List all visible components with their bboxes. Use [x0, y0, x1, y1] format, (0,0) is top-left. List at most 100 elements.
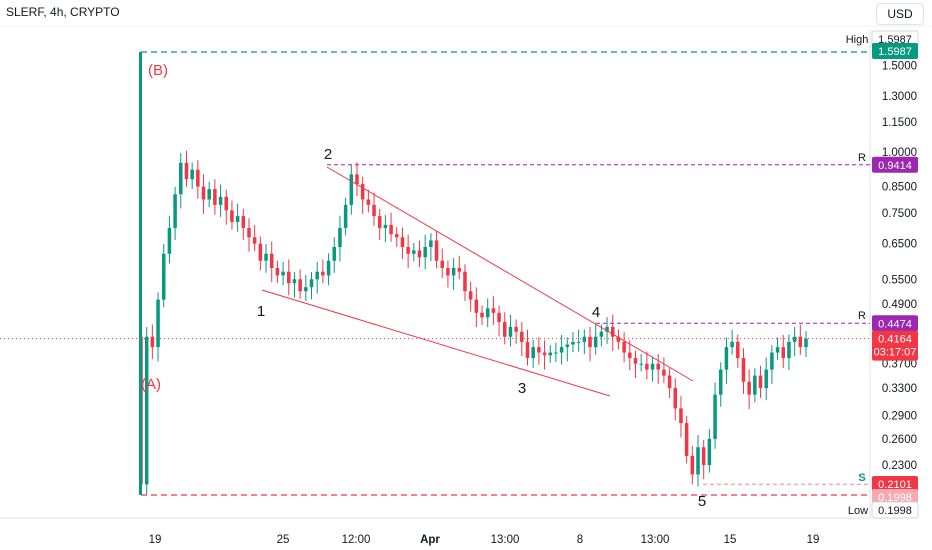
candle-body [252, 237, 257, 244]
candle-body [179, 162, 183, 195]
candle-body [400, 237, 405, 248]
x-tick-label: 12:00 [342, 534, 371, 546]
candle-body [770, 352, 774, 370]
candle-body [787, 341, 791, 359]
symbol-title[interactable]: SLERF, 4h, CRYPTO [6, 5, 120, 19]
candle-body [463, 271, 467, 292]
candle-body [690, 455, 695, 475]
candle-body [474, 299, 479, 313]
y-tick-label: 1.5000 [882, 61, 917, 73]
candle-body [525, 341, 530, 359]
candle-body [662, 369, 666, 376]
candle-body [724, 347, 729, 370]
x-tick-label: 15 [724, 534, 737, 546]
y-tick-label: 0.2900 [882, 411, 917, 423]
candle-body [440, 260, 445, 268]
candle-body [224, 196, 229, 211]
candle-body [417, 250, 422, 258]
candle-body [781, 347, 786, 359]
candle-body [565, 344, 570, 348]
low-value-tag-bg [871, 501, 919, 519]
candle-body [559, 347, 564, 353]
candle-body [315, 271, 319, 280]
candle-body [264, 253, 268, 261]
candle-body [298, 279, 302, 292]
candle-body [326, 260, 331, 276]
y-tick-label: 0.4900 [882, 299, 917, 311]
candle-body [349, 174, 354, 205]
candle-body [167, 227, 172, 254]
x-tick-label: 8 [577, 534, 583, 546]
candle-body [343, 204, 348, 228]
candle-body [718, 369, 723, 395]
candle-body [741, 358, 746, 382]
candle-body [656, 363, 660, 370]
candle-body [639, 363, 643, 365]
currency-button[interactable]: USD [876, 3, 924, 25]
y-tick-label: 1.1500 [882, 117, 917, 129]
candle-body [150, 336, 155, 348]
resistance-label-2: R [858, 310, 866, 322]
candle-body [355, 174, 359, 185]
wave-label: 3 [518, 380, 526, 397]
countdown-tag: 03:17:07 [874, 347, 917, 359]
x-tick-label: 19 [149, 534, 162, 546]
candle-body [196, 169, 200, 187]
candle-body [451, 267, 456, 276]
candle-body [213, 189, 217, 205]
candle-body [457, 267, 462, 272]
candle-body [281, 271, 285, 276]
resistance-tag-1-bg [872, 156, 918, 173]
candle-body [395, 234, 399, 238]
candle-body [156, 299, 160, 348]
candle-body [366, 199, 371, 205]
low-price-tag: 0.1998 [878, 492, 912, 504]
candle-body [628, 352, 632, 359]
candle-body [707, 438, 712, 466]
y-tick-label: 1.0000 [882, 147, 917, 159]
candle-body [593, 336, 598, 348]
candle-body [389, 224, 393, 235]
y-tick-label: 0.2600 [882, 434, 917, 446]
candle-body [610, 326, 615, 337]
candle-body [576, 341, 581, 343]
candle-body [650, 363, 655, 370]
candle-body [338, 227, 342, 248]
y-tick-label: 0.6500 [882, 239, 917, 251]
candle-body [360, 184, 365, 200]
candle-body [792, 336, 797, 342]
high-label: High [846, 34, 869, 46]
candle-body [804, 338, 808, 348]
resistance-tag-1: 0.9414 [878, 160, 912, 172]
last-price-tag: 0.4164 [878, 334, 912, 346]
candle-body [372, 204, 376, 217]
candle-body [287, 271, 291, 284]
candle-body [144, 336, 149, 485]
x-tick-label: 13:00 [491, 534, 520, 546]
candle-body [673, 388, 678, 409]
candle-body [485, 308, 490, 318]
high-price-tag-bg [872, 43, 918, 59]
y-tick-label: 0.7500 [882, 208, 917, 220]
candle-body [230, 210, 234, 222]
candle-body [622, 341, 626, 353]
y-tick-label: 0.8500 [882, 182, 917, 194]
candle-body [304, 287, 308, 292]
wave-label: (A) [141, 376, 161, 393]
low-price-tag-bg [872, 489, 918, 505]
candle-body [491, 308, 496, 313]
wedge-upper-line [326, 166, 694, 382]
x-tick-label: 19 [807, 534, 820, 546]
last-price-bg [872, 330, 918, 361]
candle-body [377, 216, 382, 228]
support-tag: 0.2101 [878, 479, 912, 491]
candle-body [480, 312, 484, 318]
candle-body [758, 375, 763, 389]
candle-body [406, 247, 410, 254]
support-tag-bg [872, 476, 918, 492]
candle-body [736, 341, 740, 359]
candle-body [201, 186, 206, 200]
candle-body [633, 358, 638, 364]
candle-body [730, 341, 734, 348]
